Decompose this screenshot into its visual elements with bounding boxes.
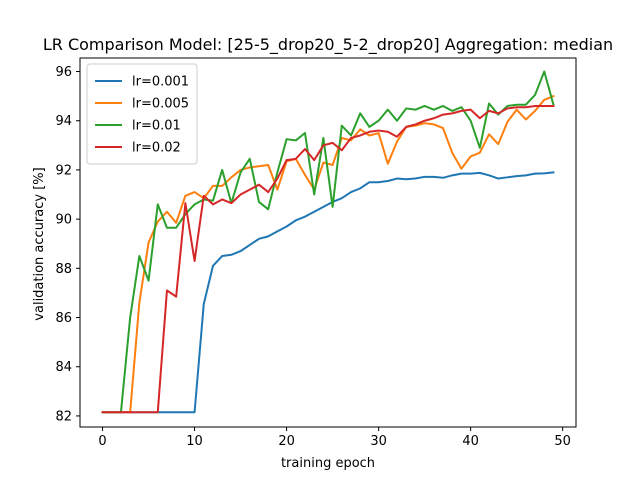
y-tick-label-94: 94 xyxy=(55,114,72,129)
chart-title: LR Comparison Model: [25-5_drop20_5-2_dr… xyxy=(43,35,613,55)
legend-label-3: lr=0.02 xyxy=(132,141,181,156)
series-line-1 xyxy=(101,94,555,414)
x-tick-label-50: 50 xyxy=(554,434,571,449)
legend-label-1: lr=0.005 xyxy=(132,97,189,112)
y-tick-label-92: 92 xyxy=(55,163,72,178)
series-line-2 xyxy=(101,70,555,414)
x-tick-label-20: 20 xyxy=(278,434,295,449)
legend-box xyxy=(86,63,198,165)
x-tick-label-30: 30 xyxy=(370,434,387,449)
plot-area: 0 10 20 30 40 50 82 84 86 88 90 92 94 96 lr=0.001 lr=0.… xyxy=(55,57,577,449)
y-tick-label-90: 90 xyxy=(55,213,72,228)
x-tick-label-0: 0 xyxy=(98,434,106,449)
x-axis-title: training epoch xyxy=(281,456,375,471)
y-tick-label-84: 84 xyxy=(55,360,72,375)
series-line-0 xyxy=(101,171,555,414)
y-axis-title: validation accuracy [%] xyxy=(32,167,47,320)
y-tick-label-86: 86 xyxy=(55,311,72,326)
axes-frame xyxy=(79,57,577,428)
x-tick-label-10: 10 xyxy=(186,434,203,449)
x-tick-label-40: 40 xyxy=(462,434,479,449)
legend-label-2: lr=0.01 xyxy=(132,119,181,134)
y-tick-label-96: 96 xyxy=(55,65,72,80)
y-tick-label-88: 88 xyxy=(55,262,72,277)
y-tick-label-82: 82 xyxy=(55,409,72,424)
legend-label-0: lr=0.001 xyxy=(132,75,189,90)
series-line-3 xyxy=(101,104,555,414)
